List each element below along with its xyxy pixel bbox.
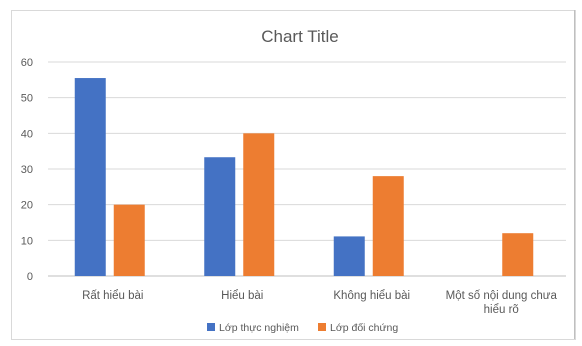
bar bbox=[204, 157, 236, 276]
y-tick-label: 60 bbox=[21, 57, 33, 69]
legend-label: Lớp đối chứng bbox=[330, 322, 398, 334]
legend-swatch bbox=[207, 323, 215, 331]
y-tick-label: 50 bbox=[21, 93, 33, 105]
y-tick-label: 30 bbox=[21, 164, 33, 176]
bar bbox=[502, 233, 534, 276]
legend: Lớp thực nghiệm Lớp đối chứng bbox=[207, 322, 398, 334]
chart-title: Chart Title bbox=[261, 27, 338, 46]
y-tick-label: 40 bbox=[21, 128, 33, 140]
x-axis-labels: Rất hiểu bài Hiểu bài Không hiểu bài Một số… bbox=[82, 290, 557, 316]
legend-label: Lớp thực nghiệm bbox=[219, 322, 299, 334]
y-tick-label: 20 bbox=[21, 200, 33, 212]
x-tick-label: hiểu rõ bbox=[484, 304, 519, 316]
bar bbox=[74, 78, 106, 276]
bar bbox=[333, 236, 365, 276]
bar bbox=[243, 133, 275, 276]
x-tick-label: Hiểu bài bbox=[221, 290, 263, 302]
gridlines bbox=[48, 61, 566, 277]
y-tick-label: 0 bbox=[27, 271, 33, 283]
y-tick-label: 10 bbox=[21, 235, 33, 247]
bar bbox=[372, 176, 404, 276]
frame-edge bbox=[574, 10, 575, 339]
x-tick-label: Rất hiểu bài bbox=[82, 290, 143, 302]
legend-swatch bbox=[318, 323, 326, 331]
x-tick-label: Một số nội dung chưa bbox=[446, 290, 558, 302]
bar bbox=[113, 204, 145, 276]
bars bbox=[74, 78, 534, 276]
x-tick-label: Không hiểu bài bbox=[333, 290, 410, 302]
y-axis-ticks: 0 10 20 30 40 50 60 bbox=[21, 57, 33, 283]
